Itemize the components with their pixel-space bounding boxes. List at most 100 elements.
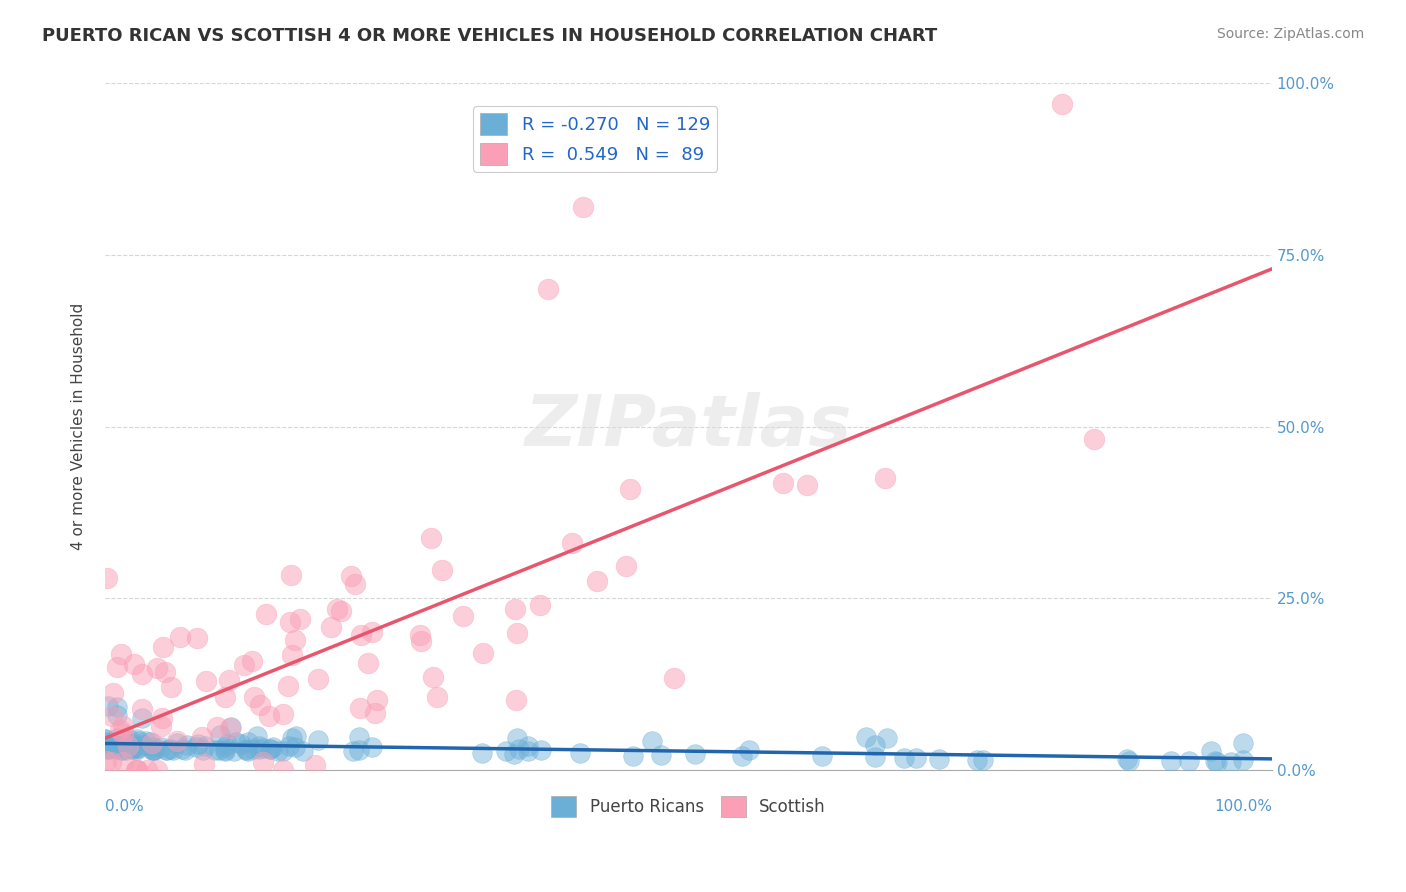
Point — [288, 612, 311, 626]
Point — [243, 690, 266, 704]
Point — [94, 732, 117, 747]
Point — [117, 739, 139, 753]
Point — [772, 476, 794, 491]
Point — [855, 730, 877, 744]
Point — [1050, 97, 1073, 112]
Point — [214, 744, 236, 758]
Point — [219, 720, 242, 734]
Point — [215, 738, 238, 752]
Point — [125, 731, 148, 746]
Point — [111, 756, 134, 770]
Point — [105, 660, 128, 674]
Point — [187, 738, 209, 752]
Point — [271, 706, 294, 721]
Point — [307, 673, 329, 687]
Point — [506, 626, 529, 640]
Point — [155, 743, 177, 757]
Point — [517, 744, 540, 758]
Point — [166, 734, 188, 748]
Point — [247, 739, 270, 754]
Point — [1220, 755, 1243, 769]
Point — [893, 751, 915, 765]
Point — [96, 739, 118, 753]
Point — [1232, 753, 1254, 767]
Point — [125, 741, 148, 756]
Point — [242, 741, 264, 756]
Point — [292, 744, 315, 758]
Point — [98, 735, 121, 749]
Point — [238, 744, 260, 758]
Point — [235, 743, 257, 757]
Point — [205, 720, 228, 734]
Point — [1204, 754, 1226, 768]
Point — [152, 640, 174, 654]
Point — [166, 736, 188, 750]
Point — [97, 741, 120, 756]
Point — [357, 656, 380, 670]
Point — [186, 631, 208, 645]
Point — [131, 667, 153, 681]
Point — [97, 742, 120, 756]
Point — [904, 751, 927, 765]
Point — [321, 620, 343, 634]
Point — [471, 746, 494, 760]
Point — [135, 763, 157, 777]
Point — [430, 563, 453, 577]
Point — [156, 743, 179, 757]
Point — [125, 763, 148, 777]
Point — [811, 748, 834, 763]
Point — [508, 742, 530, 756]
Point — [529, 599, 551, 613]
Point — [329, 604, 352, 618]
Point — [364, 706, 387, 720]
Point — [98, 742, 121, 756]
Point — [105, 741, 128, 756]
Point — [284, 740, 307, 755]
Point — [453, 609, 475, 624]
Point — [96, 742, 118, 756]
Point — [94, 731, 117, 746]
Text: 100.0%: 100.0% — [1213, 799, 1272, 814]
Point — [259, 742, 281, 756]
Point — [614, 559, 637, 574]
Point — [214, 739, 236, 754]
Legend: Puerto Ricans, Scottish: Puerto Ricans, Scottish — [544, 789, 832, 823]
Point — [246, 729, 269, 743]
Point — [101, 741, 124, 756]
Point — [259, 742, 281, 756]
Point — [97, 699, 120, 714]
Point — [277, 679, 299, 693]
Point — [146, 660, 169, 674]
Point — [153, 665, 176, 679]
Point — [103, 685, 125, 699]
Point — [366, 693, 388, 707]
Point — [621, 748, 644, 763]
Point — [111, 731, 134, 746]
Point — [173, 743, 195, 757]
Point — [863, 750, 886, 764]
Point — [101, 709, 124, 723]
Point — [122, 657, 145, 671]
Point — [176, 739, 198, 753]
Point — [409, 628, 432, 642]
Point — [131, 711, 153, 725]
Point — [267, 744, 290, 758]
Point — [105, 731, 128, 745]
Point — [1160, 754, 1182, 768]
Point — [107, 739, 129, 753]
Point — [141, 743, 163, 757]
Point — [349, 743, 371, 757]
Point — [219, 721, 242, 735]
Point — [115, 738, 138, 752]
Point — [149, 739, 172, 754]
Point — [284, 729, 307, 743]
Point — [683, 747, 706, 762]
Point — [249, 698, 271, 712]
Point — [170, 742, 193, 756]
Point — [233, 657, 256, 672]
Point — [262, 740, 284, 755]
Point — [876, 731, 898, 745]
Point — [650, 747, 672, 762]
Point — [304, 757, 326, 772]
Point — [150, 718, 173, 732]
